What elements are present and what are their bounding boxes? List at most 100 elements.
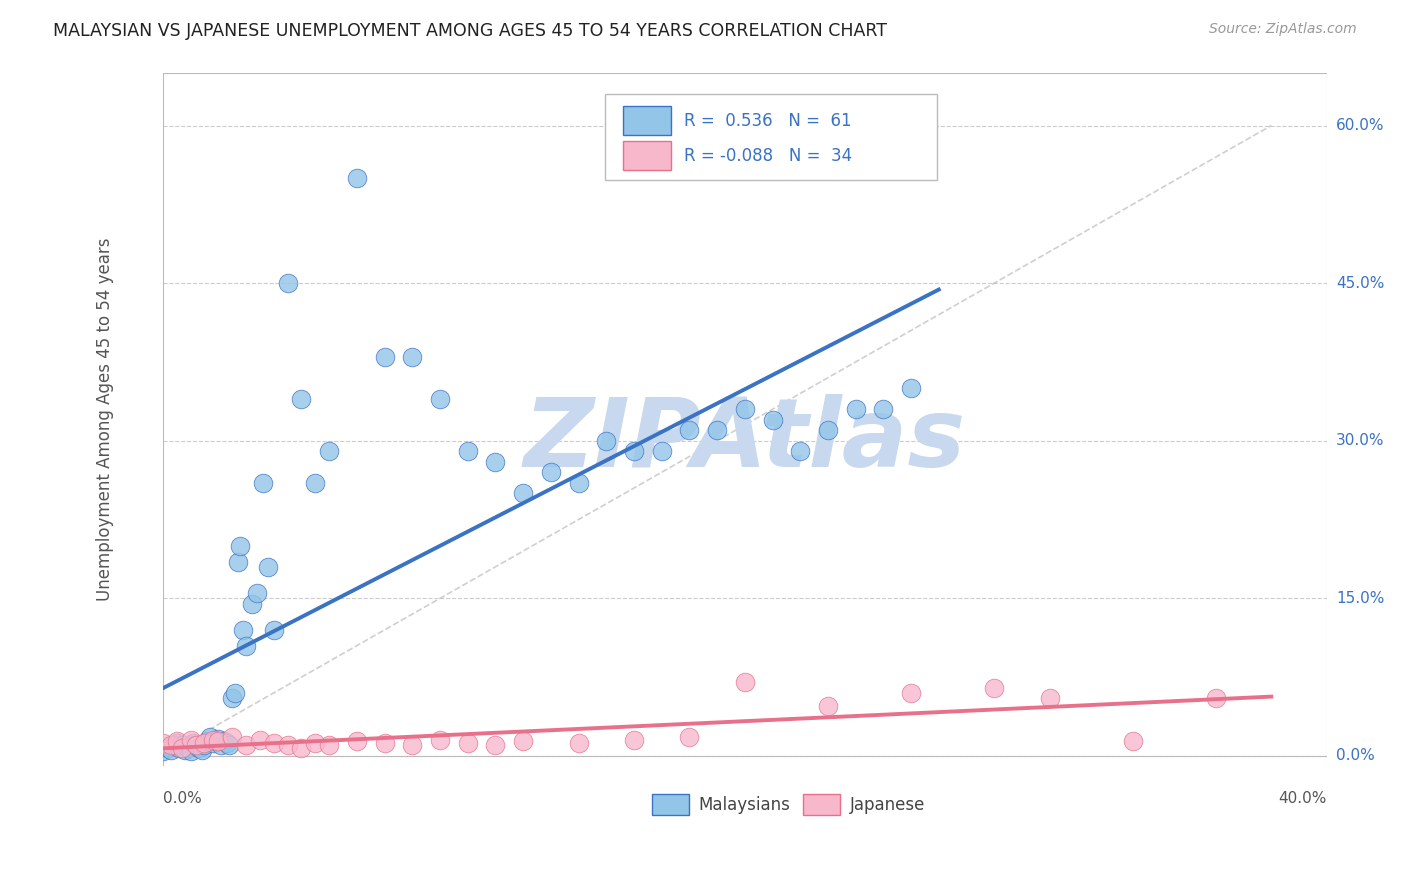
Point bbox=[1205, 691, 1227, 706]
Point bbox=[817, 698, 839, 713]
Point bbox=[187, 740, 209, 755]
Text: Malaysians: Malaysians bbox=[699, 796, 790, 814]
Point bbox=[166, 736, 188, 750]
Text: 15.0%: 15.0% bbox=[1336, 591, 1385, 606]
Point bbox=[872, 402, 894, 417]
Text: 60.0%: 60.0% bbox=[1336, 118, 1385, 133]
Point bbox=[512, 734, 534, 748]
Point bbox=[174, 742, 197, 756]
Point bbox=[318, 739, 340, 753]
Point bbox=[201, 733, 224, 747]
Point bbox=[263, 736, 285, 750]
Point bbox=[218, 739, 240, 753]
Point bbox=[484, 455, 506, 469]
Point bbox=[1122, 734, 1144, 748]
Text: Source: ZipAtlas.com: Source: ZipAtlas.com bbox=[1209, 22, 1357, 37]
Point bbox=[651, 444, 673, 458]
Point bbox=[180, 739, 202, 753]
Point bbox=[540, 465, 562, 479]
Point bbox=[180, 733, 202, 747]
Point bbox=[201, 736, 224, 750]
Point bbox=[215, 736, 238, 750]
Point bbox=[229, 539, 252, 553]
Point bbox=[373, 350, 395, 364]
Point bbox=[373, 736, 395, 750]
Point bbox=[401, 350, 423, 364]
Point bbox=[789, 444, 811, 458]
Point bbox=[623, 733, 645, 747]
Point bbox=[163, 739, 186, 753]
FancyBboxPatch shape bbox=[652, 794, 689, 815]
Point bbox=[734, 675, 756, 690]
Point bbox=[184, 739, 207, 753]
Point bbox=[193, 739, 215, 753]
Point bbox=[304, 475, 326, 490]
Point bbox=[567, 736, 589, 750]
Point bbox=[457, 736, 479, 750]
Point bbox=[346, 171, 368, 186]
Point bbox=[457, 444, 479, 458]
Point bbox=[249, 733, 271, 747]
Point bbox=[184, 739, 207, 753]
Point bbox=[232, 623, 254, 637]
Point bbox=[152, 744, 174, 758]
Point bbox=[160, 739, 183, 753]
Point bbox=[734, 402, 756, 417]
Point bbox=[678, 730, 700, 744]
Point bbox=[169, 740, 191, 755]
Point bbox=[983, 681, 1005, 695]
Point bbox=[290, 392, 312, 406]
Text: MALAYSIAN VS JAPANESE UNEMPLOYMENT AMONG AGES 45 TO 54 YEARS CORRELATION CHART: MALAYSIAN VS JAPANESE UNEMPLOYMENT AMONG… bbox=[53, 22, 887, 40]
FancyBboxPatch shape bbox=[623, 106, 672, 136]
Point bbox=[221, 730, 243, 744]
FancyBboxPatch shape bbox=[605, 94, 936, 180]
Point bbox=[226, 555, 249, 569]
Point bbox=[207, 734, 229, 748]
Point bbox=[706, 423, 728, 437]
Point bbox=[318, 444, 340, 458]
Point bbox=[304, 736, 326, 750]
Point bbox=[183, 736, 205, 750]
Point bbox=[240, 597, 263, 611]
Point bbox=[257, 559, 280, 574]
Point bbox=[429, 392, 451, 406]
Point bbox=[157, 740, 180, 755]
Point bbox=[177, 740, 200, 755]
Point bbox=[152, 736, 174, 750]
Point bbox=[512, 486, 534, 500]
Text: R =  0.536   N =  61: R = 0.536 N = 61 bbox=[685, 112, 852, 130]
FancyBboxPatch shape bbox=[623, 141, 672, 170]
Point bbox=[209, 739, 232, 753]
Point bbox=[172, 739, 194, 753]
Point bbox=[567, 475, 589, 490]
Text: 40.0%: 40.0% bbox=[1278, 790, 1327, 805]
Point bbox=[166, 734, 188, 748]
Point bbox=[678, 423, 700, 437]
Point bbox=[623, 444, 645, 458]
Text: 0.0%: 0.0% bbox=[163, 790, 201, 805]
Point bbox=[235, 739, 257, 753]
Point bbox=[212, 734, 235, 748]
Point bbox=[1039, 691, 1062, 706]
Point bbox=[180, 744, 202, 758]
Point bbox=[346, 734, 368, 748]
Point bbox=[900, 686, 922, 700]
Point bbox=[160, 742, 183, 756]
Point bbox=[277, 739, 299, 753]
Point bbox=[193, 736, 215, 750]
Point bbox=[900, 381, 922, 395]
Text: 30.0%: 30.0% bbox=[1336, 434, 1385, 449]
Point bbox=[484, 739, 506, 753]
Point bbox=[190, 742, 212, 756]
FancyBboxPatch shape bbox=[803, 794, 841, 815]
Point bbox=[761, 413, 783, 427]
Point bbox=[198, 730, 221, 744]
Point bbox=[195, 734, 218, 748]
Point bbox=[817, 423, 839, 437]
Point bbox=[224, 686, 246, 700]
Point bbox=[845, 402, 868, 417]
Point bbox=[290, 740, 312, 755]
Text: ZIPAtlas: ZIPAtlas bbox=[523, 394, 966, 487]
Point bbox=[595, 434, 617, 448]
Point bbox=[204, 733, 226, 747]
